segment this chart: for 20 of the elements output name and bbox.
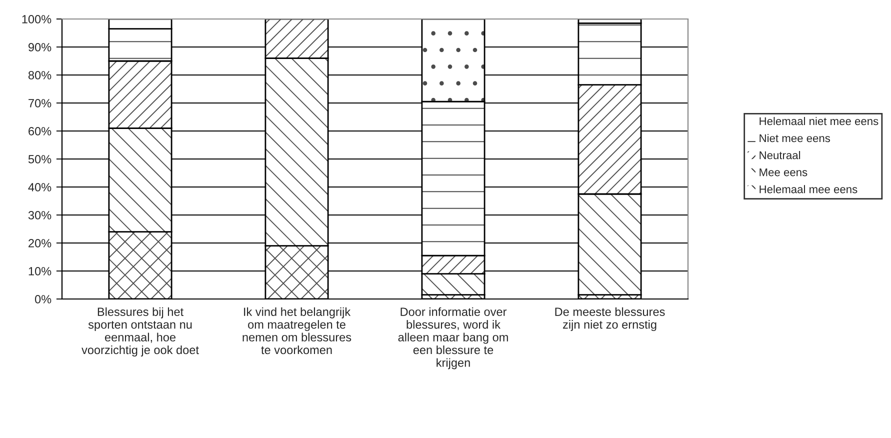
y-tick-label: 40%	[28, 183, 52, 192]
y-tick-label: 100%	[22, 15, 52, 24]
text: Helemaal mee eens	[760, 185, 858, 194]
text: Niet mee eens	[760, 134, 830, 142]
x-tick-label: De meeste blessures zijn niet zo ernstig	[555, 307, 665, 332]
y-tick-label: 20%	[28, 239, 52, 248]
x-tick-label: Ik vind het belangrijk om maatregelen te nemen om blessures te voorkomen	[242, 307, 352, 354]
y-tick-label: 80%	[28, 71, 52, 80]
x-tick-label: Blessures bij het sporten ontstaan nu eenmaal, hoe voorzichtig je ook doet	[82, 307, 199, 356]
text: Neutraal	[760, 151, 800, 160]
y-tick-label: 30%	[28, 211, 52, 220]
y-tick-label: 0%	[34, 295, 52, 304]
text: Mee eens	[760, 168, 808, 176]
y-tick-label: 70%	[28, 99, 52, 108]
text: Helemaal niet mee eens	[760, 116, 878, 126]
x-tick-label: Door informatie over blessures, word ik alleen maar bang om een blessure te krijgen	[398, 307, 508, 370]
y-tick-label: 90%	[28, 43, 52, 52]
y-tick-label: 10%	[28, 267, 52, 276]
y-tick-label: 60%	[28, 127, 52, 136]
y-tick-label: 50%	[28, 155, 52, 164]
